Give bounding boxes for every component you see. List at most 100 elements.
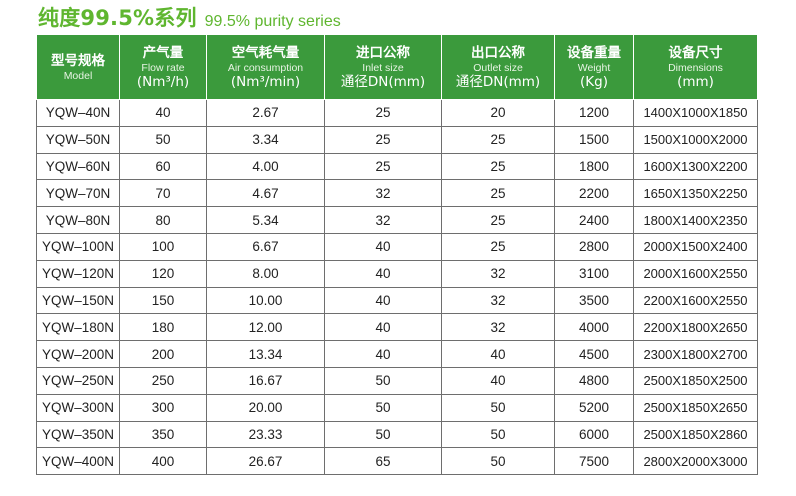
table-row: YQW–250N 250 16.67 50 40 4800 2500X1850X2500 (36, 366, 758, 395)
cell-inlet-size: 32 (324, 206, 442, 234)
cell-weight: 4500 (554, 340, 634, 368)
cell-inlet-size: 50 (324, 393, 442, 422)
cell-dimensions: 2200X1800X2650 (633, 313, 758, 342)
cell-flow-rate: 150 (119, 286, 207, 315)
cell-outlet-size: 25 (441, 125, 555, 154)
cell-air-consumption: 10.00 (206, 286, 325, 315)
table-row: YQW–70N 70 4.67 32 25 2200 1650X1350X2250 (36, 179, 758, 208)
title-chinese: 纯度99.5%系列 (38, 6, 197, 30)
cell-weight: 3100 (554, 259, 634, 288)
cell-inlet-size: 25 (324, 99, 442, 127)
header-air-consumption: 空气耗气量 Air consumption (Nm³/min) (206, 34, 325, 100)
header-dimensions-unit: (mm) (677, 73, 714, 90)
table-row: YQW–40N 40 2.67 25 20 1200 1400X1000X1850 (36, 99, 758, 127)
table-row: YQW–150N 150 10.00 40 32 3500 2200X1600X2550 (36, 286, 758, 315)
cell-model: YQW–60N (36, 152, 120, 181)
header-air-consumption-cn: 空气耗气量 (231, 44, 300, 61)
cell-weight: 1500 (554, 125, 634, 154)
spec-table: 型号规格 Model 产气量 Flow rate (Nm³/h) 空气耗气量 A… (36, 34, 758, 476)
cell-outlet-size: 40 (441, 340, 555, 368)
cell-dimensions: 2300X1800X2700 (633, 340, 758, 368)
cell-inlet-size: 40 (324, 286, 442, 315)
header-inlet-size-en: Inlet size (362, 61, 404, 74)
header-outlet-size: 出口公称 Outlet size 通径DN(mm) (441, 34, 555, 100)
cell-model: YQW–70N (36, 179, 120, 208)
header-weight: 设备重量 Weight (Kg) (554, 34, 634, 100)
cell-air-consumption: 23.33 (206, 420, 325, 449)
cell-outlet-size: 50 (441, 393, 555, 422)
cell-air-consumption: 26.67 (206, 447, 325, 476)
cell-model: YQW–250N (36, 366, 120, 395)
cell-air-consumption: 5.34 (206, 206, 325, 234)
cell-inlet-size: 25 (324, 152, 442, 181)
title-english: 99.5% purity series (204, 13, 341, 30)
header-outlet-size-en: Outlet size (473, 61, 523, 74)
cell-dimensions: 2000X1500X2400 (633, 232, 758, 261)
cell-air-consumption: 6.67 (206, 232, 325, 261)
cell-flow-rate: 350 (119, 420, 207, 449)
cell-inlet-size: 40 (324, 259, 442, 288)
table-row: YQW–100N 100 6.67 40 25 2800 2000X1500X2400 (36, 232, 758, 261)
cell-weight: 4000 (554, 313, 634, 342)
cell-weight: 5200 (554, 393, 634, 422)
cell-model: YQW–400N (36, 447, 120, 476)
header-air-consumption-en: Air consumption (227, 61, 304, 74)
table-body: YQW–40N 40 2.67 25 20 1200 1400X1000X1850 YQW–5… (36, 99, 758, 476)
header-model-cn: 型号规格 (51, 53, 105, 69)
table-row: YQW–300N 300 20.00 50 50 5200 2500X1850X2650 (36, 393, 758, 422)
cell-air-consumption: 13.34 (206, 340, 325, 368)
cell-air-consumption: 3.34 (206, 125, 325, 154)
header-model-en: Model (63, 70, 93, 82)
cell-flow-rate: 100 (119, 232, 207, 261)
cell-air-consumption: 16.67 (206, 366, 325, 395)
cell-model: YQW–150N (36, 286, 120, 315)
header-flow-rate-cn: 产气量 (142, 44, 184, 61)
header-flow-rate-unit: (Nm³/h) (136, 73, 190, 90)
cell-air-consumption: 12.00 (206, 313, 325, 342)
cell-dimensions: 1600X1300X2200 (633, 152, 758, 181)
header-weight-cn: 设备重量 (567, 44, 621, 61)
cell-weight: 6000 (554, 420, 634, 449)
header-flow-rate-en: Flow rate (141, 61, 185, 74)
table-row: YQW–180N 180 12.00 40 32 4000 2200X1800X2650 (36, 313, 758, 342)
cell-model: YQW–40N (36, 99, 120, 127)
cell-inlet-size: 25 (324, 125, 442, 154)
cell-dimensions: 2000X1600X2550 (633, 259, 758, 288)
cell-inlet-size: 50 (324, 366, 442, 395)
cell-flow-rate: 180 (119, 313, 207, 342)
cell-outlet-size: 25 (441, 232, 555, 261)
cell-flow-rate: 40 (119, 99, 207, 127)
cell-weight: 2800 (554, 232, 634, 261)
cell-flow-rate: 50 (119, 125, 207, 154)
cell-air-consumption: 20.00 (206, 393, 325, 422)
header-weight-unit: (Kg) (580, 73, 608, 90)
cell-inlet-size: 40 (324, 232, 442, 261)
cell-weight: 1800 (554, 152, 634, 181)
cell-flow-rate: 80 (119, 206, 207, 234)
cell-flow-rate: 300 (119, 393, 207, 422)
cell-dimensions: 2500X1850X2860 (633, 420, 758, 449)
cell-dimensions: 2500X1850X2500 (633, 366, 758, 395)
header-dimensions: 设备尺寸 Dimensions (mm) (633, 34, 758, 100)
header-inlet-size-cn: 进口公称 (356, 44, 410, 61)
cell-inlet-size: 40 (324, 340, 442, 368)
header-dimensions-en: Dimensions (668, 61, 723, 74)
table-row: YQW–50N 50 3.34 25 25 1500 1500X1000X2000 (36, 125, 758, 154)
header-row: 型号规格 Model 产气量 Flow rate (Nm³/h) 空气耗气量 A… (36, 34, 758, 100)
cell-outlet-size: 25 (441, 206, 555, 234)
cell-weight: 2400 (554, 206, 634, 234)
cell-model: YQW–300N (36, 393, 120, 422)
cell-outlet-size: 40 (441, 366, 555, 395)
cell-outlet-size: 25 (441, 179, 555, 208)
cell-air-consumption: 2.67 (206, 99, 325, 127)
header-dimensions-cn: 设备尺寸 (668, 44, 723, 61)
cell-flow-rate: 400 (119, 447, 207, 476)
cell-model: YQW–350N (36, 420, 120, 449)
header-inlet-size-unit: 通径DN(mm) (340, 73, 426, 90)
table-row: YQW–200N 200 13.34 40 40 4500 2300X1800X2700 (36, 340, 758, 368)
cell-model: YQW–120N (36, 259, 120, 288)
cell-dimensions: 1650X1350X2250 (633, 179, 758, 208)
cell-flow-rate: 200 (119, 340, 207, 368)
cell-inlet-size: 65 (324, 447, 442, 476)
header-model: 型号规格 Model (36, 34, 120, 100)
